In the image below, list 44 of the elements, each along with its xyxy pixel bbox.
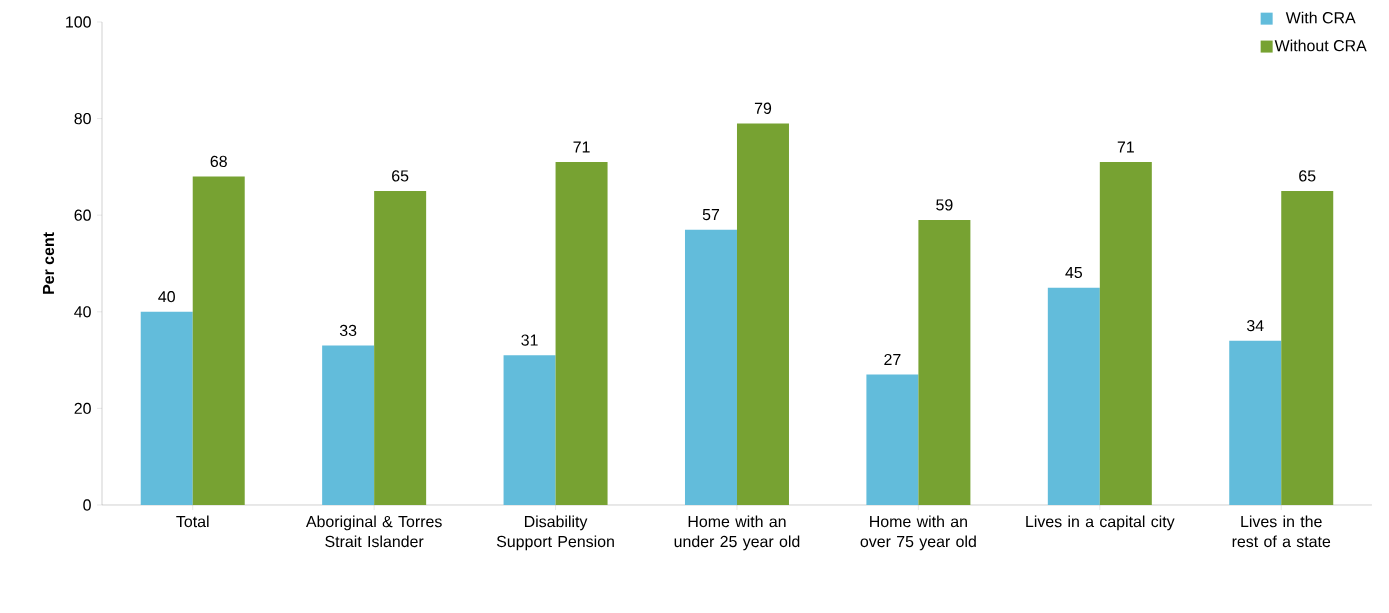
data-label: 71 (573, 141, 590, 153)
data-label: 40 (158, 290, 175, 303)
data-label: 71 (1117, 141, 1134, 153)
bar (1099, 162, 1152, 505)
y-axis-title: Per cent (42, 232, 55, 294)
data-label: 45 (1065, 267, 1082, 279)
legend-label: With CRA (1285, 11, 1356, 24)
x-tick-label: Home with an over 75 year old (860, 515, 976, 551)
bar (374, 191, 427, 505)
bar (684, 229, 737, 505)
bar (555, 162, 608, 505)
data-label: 65 (1299, 170, 1316, 182)
data-label: 59 (936, 199, 953, 211)
y-tick-label: 40 (74, 306, 91, 318)
y-tick-label: 80 (74, 112, 91, 125)
bar (736, 123, 789, 505)
bar (1047, 287, 1100, 505)
data-label: 27 (884, 353, 901, 366)
data-label: 34 (1246, 319, 1264, 332)
bar (918, 220, 971, 505)
data-label: 68 (210, 155, 227, 168)
x-tick-label: Home with an under 25 year old (674, 515, 800, 551)
data-label: 31 (521, 334, 538, 346)
x-tick-label: Disability Support Pension (496, 515, 614, 551)
x-tick-label: Lives in a capital city (1026, 515, 1175, 531)
bar (1229, 340, 1282, 505)
bar (322, 345, 375, 505)
y-tick-label: 60 (74, 209, 91, 221)
x-tick-label: Total (176, 515, 209, 528)
data-label: 57 (702, 209, 720, 221)
y-tick-label: 20 (74, 402, 91, 415)
bar (866, 374, 919, 505)
bar (1281, 191, 1334, 505)
x-tick-label: Aboriginal & Torres Strait Islander (305, 515, 442, 548)
data-label: 65 (392, 170, 409, 182)
bar (140, 311, 193, 505)
y-tick-label: 100 (66, 16, 91, 28)
legend-label: Without CRA (1274, 39, 1367, 52)
bar (503, 355, 556, 505)
data-label: 33 (339, 324, 357, 337)
data-label: 79 (754, 102, 772, 114)
y-tick-label: 0 (83, 499, 91, 511)
x-tick-label: Lives in the rest of a state (1232, 515, 1331, 548)
bar (192, 176, 245, 505)
